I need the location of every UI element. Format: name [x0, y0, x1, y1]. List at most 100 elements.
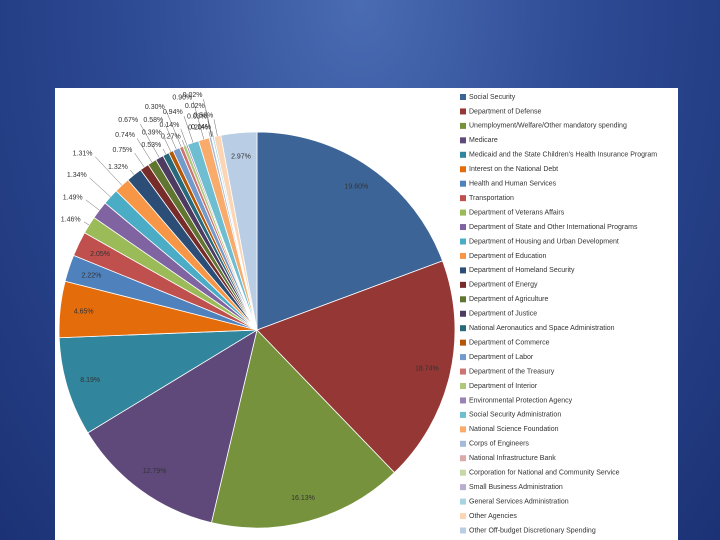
slice [210, 329, 395, 529]
leader-line [166, 110, 182, 148]
legend-label: Medicaid and the State Children's Health… [469, 152, 657, 159]
leader-line [180, 128, 188, 145]
legend-label: Department of Homeland Security [469, 267, 575, 274]
slice [58, 329, 259, 434]
data-label: 0.02% [183, 92, 203, 99]
slice [256, 131, 444, 331]
leader-line [85, 199, 100, 211]
leader-line [139, 123, 160, 158]
legend-swatch [460, 310, 466, 317]
leader-line [164, 123, 177, 150]
legend-swatch [460, 281, 466, 288]
legend-label: Other Off-budget Discretionary Spending [469, 527, 596, 534]
legend-label: Department of Defense [469, 108, 541, 115]
legend-swatch [460, 151, 466, 158]
legend-swatch [460, 426, 466, 433]
data-label: 1.31% [73, 151, 93, 158]
data-label: 0.75% [112, 147, 132, 154]
legend-swatch [460, 411, 466, 418]
leader-line [205, 109, 213, 138]
legend-swatch [460, 440, 466, 447]
data-label: 2.97% [231, 153, 251, 160]
legend-label: Department of Energy [469, 282, 538, 289]
data-label: 0.20% [188, 125, 208, 132]
legend-swatch [460, 122, 466, 129]
data-label: 0.74% [115, 132, 135, 139]
slice [220, 131, 258, 331]
legend-label: Department of the Treasury [469, 368, 555, 375]
legend-swatch [460, 296, 466, 303]
data-label: 16.13% [291, 495, 315, 502]
legend-swatch [460, 108, 466, 115]
leader-line [213, 119, 218, 137]
legend: Social Security Department of Defense Unem… [460, 94, 657, 534]
leader-line [89, 177, 111, 198]
data-label: 0.58% [143, 117, 163, 124]
data-label: 1.49% [63, 194, 83, 201]
legend-swatch [460, 238, 466, 245]
leader-line [162, 148, 167, 155]
legend-label: Corps of Engineers [469, 441, 529, 448]
legend-label: Department of Justice [469, 311, 537, 318]
legend-label: National Science Foundation [469, 426, 559, 433]
legend-swatch [460, 527, 466, 534]
legend-label: Environmental Protection Agency [469, 397, 573, 404]
legend-swatch [460, 209, 466, 216]
legend-label: National Infrastructure Bank [469, 455, 556, 462]
legend-label: Department of Education [469, 253, 547, 260]
legend-label: Department of Agriculture [469, 296, 548, 303]
data-label: 1.46% [61, 217, 81, 224]
legend-label: National Aeronautics and Space Administr… [469, 325, 615, 332]
legend-swatch [460, 469, 466, 476]
legend-swatch [460, 180, 466, 187]
data-label: 0.90% [172, 95, 192, 102]
data-label: 0.02% [185, 103, 205, 110]
legend-label: Medicare [469, 137, 498, 144]
legend-swatch [460, 368, 466, 375]
data-label: 0.67% [118, 117, 138, 124]
leader-line [163, 136, 172, 152]
legend-label: Corporation for National and Community S… [469, 470, 620, 477]
legend-swatch [460, 339, 466, 346]
legend-label: Unemployment/Welfare/Other mandatory spe… [469, 123, 627, 130]
data-label: 12.79% [143, 468, 167, 475]
data-label: 0.27% [161, 133, 181, 140]
leader-line [134, 153, 145, 168]
legend-swatch [460, 325, 466, 332]
legend-label: Transportation [469, 195, 514, 202]
legend-swatch [460, 267, 466, 274]
data-label: 0.30% [145, 104, 165, 111]
legend-swatch [460, 252, 466, 259]
legend-label: Social Security Administration [469, 412, 561, 419]
data-label: 2.05% [90, 251, 110, 258]
slice [87, 329, 258, 524]
legend-label: Health and Human Services [469, 181, 557, 188]
leader-line [211, 130, 214, 137]
data-label: 0.53% [141, 142, 161, 149]
legend-label: Department of Veterans Affairs [469, 209, 565, 216]
legend-label: Small Business Administration [469, 484, 563, 491]
data-label: 8.19% [80, 377, 100, 384]
data-label: 0.03% [187, 114, 207, 121]
legend-label: Social Security [469, 94, 516, 101]
leader-line [183, 116, 194, 143]
legend-label: Interest on the National Debt [469, 166, 558, 173]
legend-swatch [460, 166, 466, 173]
leader-line [136, 138, 153, 163]
legend-label: Department of State and Other Internatio… [469, 224, 638, 231]
data-label: 4.65% [74, 309, 94, 316]
legend-swatch [460, 94, 466, 100]
leader-line [182, 140, 185, 146]
leader-line [130, 169, 135, 175]
leader-line [83, 221, 90, 226]
legend-swatch [460, 137, 466, 144]
legend-label: Department of Housing and Urban Developm… [469, 238, 619, 245]
legend-swatch [460, 513, 466, 520]
legend-swatch [460, 455, 466, 462]
leader-line [95, 156, 123, 186]
legend-label: Other Agencies [469, 513, 517, 520]
legend-label: Department of Interior [469, 383, 538, 390]
data-label: 0.14% [160, 122, 180, 129]
